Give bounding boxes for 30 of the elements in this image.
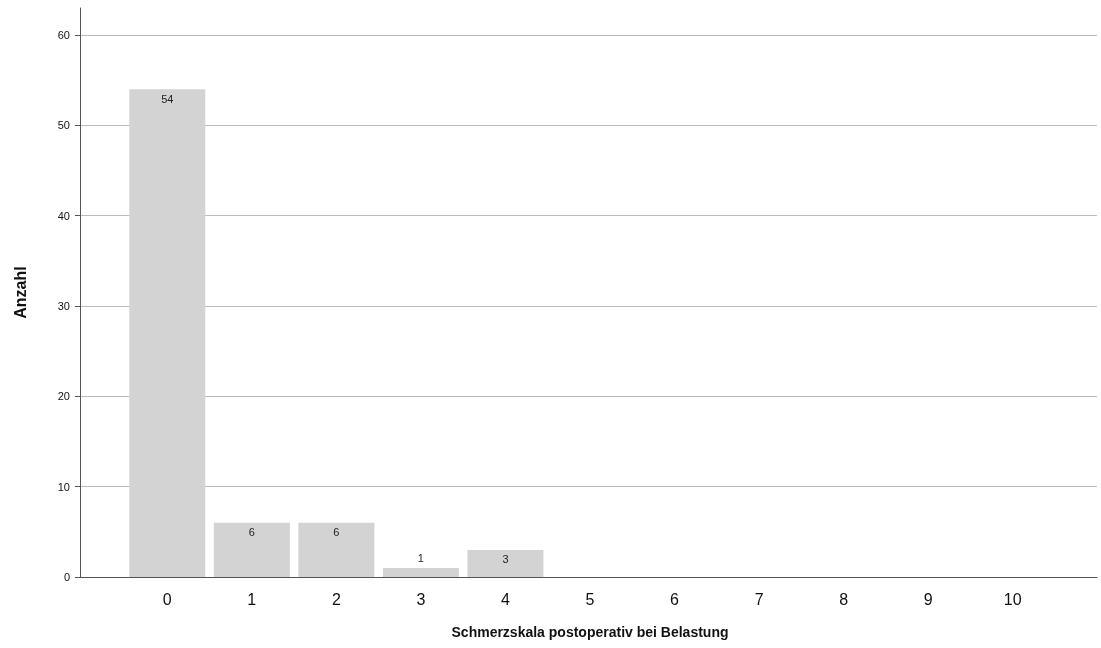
data-label: 3 [502,553,509,566]
data-label: 54 [161,92,174,105]
y-tick-label: 10 [57,480,70,493]
bar [382,567,459,577]
x-tick-label: 2 [331,590,341,608]
data-label: 6 [248,526,255,539]
x-tick-label: 10 [1003,590,1022,608]
y-tick-label: 50 [57,119,70,132]
x-tick-label: 5 [585,590,595,608]
x-tick-label: 8 [839,590,849,608]
y-tick-label: 60 [57,29,70,42]
bar [129,89,206,577]
y-tick-label: 0 [63,571,70,583]
y-tick-label: 40 [57,209,70,222]
x-tick-label: 9 [923,590,933,608]
data-label: 6 [333,526,340,539]
bar [213,522,290,577]
x-axis-title: Schmerzskala postoperativ bei Belastung [451,624,729,640]
x-tick-label: 4 [501,590,510,608]
bar [298,522,375,577]
y-tick-label: 20 [57,390,70,403]
y-tick-label: 30 [57,300,70,313]
data-label: 1 [417,552,424,565]
y-axis-title: Anzahl [11,266,29,319]
x-tick-label: 0 [162,590,172,608]
x-tick-label: 3 [416,590,426,608]
x-tick-label: 1 [247,590,257,608]
x-tick-label: 6 [670,590,680,608]
x-tick-label: 7 [754,590,764,608]
bar [467,549,544,577]
